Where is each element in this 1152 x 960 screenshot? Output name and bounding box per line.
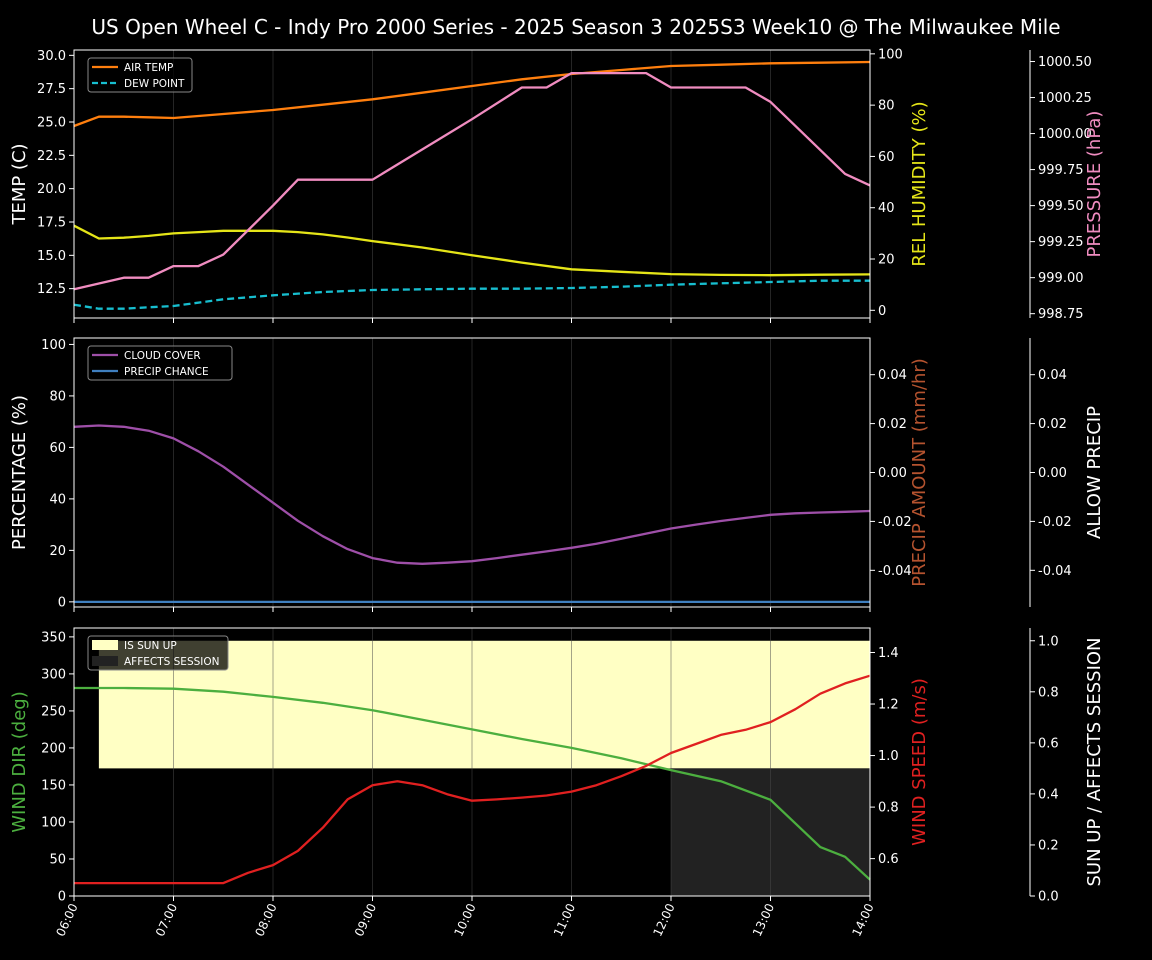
right-tick-label: 80 (878, 99, 895, 114)
left-tick-label: 150 (41, 778, 66, 793)
outer-tick-label: 0.2 (1038, 838, 1059, 853)
left-tick-label: 0 (58, 890, 66, 905)
outer-tick-label: 0.02 (1038, 417, 1067, 432)
left-tick-label: 200 (41, 741, 66, 756)
outer-tick-label: 0.8 (1038, 685, 1059, 700)
series-rel-humidity (73, 224, 871, 277)
right-tick-label: 0.00 (878, 466, 907, 481)
outer-axis-label: SUN UP / AFFECTS SESSION (1084, 637, 1105, 886)
outer-tick-label: 998.75 (1038, 307, 1084, 322)
right-axis-label: PRECIP AMOUNT (mm/hr) (909, 358, 930, 587)
legend-swatch (92, 640, 118, 650)
left-tick-label: 15.0 (37, 249, 66, 264)
left-tick-label: 20.0 (37, 182, 66, 197)
outer-tick-label: 999.25 (1038, 235, 1084, 250)
series-cloud-cover (73, 424, 871, 565)
legend-label: DEW POINT (124, 78, 185, 90)
left-tick-label: 20 (49, 544, 66, 559)
right-tick-label: 60 (878, 150, 895, 165)
right-tick-label: 0.6 (878, 852, 899, 867)
outer-tick-label: 1000.00 (1038, 127, 1092, 142)
left-tick-label: 12.5 (37, 282, 66, 297)
left-tick-label: 300 (41, 667, 66, 682)
legend-label: PRECIP CHANCE (124, 366, 209, 378)
right-axis-label: REL HUMIDITY (%) (909, 101, 930, 266)
outer-tick-label: 1000.25 (1038, 91, 1092, 106)
outer-tick-label: 999.75 (1038, 163, 1084, 178)
right-tick-label: 0.8 (878, 801, 899, 816)
legend: CLOUD COVER PRECIP CHANCE (87, 345, 233, 381)
outer-tick-label: 999.50 (1038, 199, 1084, 214)
right-tick-label: 1.0 (878, 749, 899, 764)
right-tick-label: 0.04 (878, 368, 907, 383)
outer-tick-label: 999.00 (1038, 271, 1084, 286)
right-tick-label: -0.04 (878, 564, 912, 579)
left-tick-label: 250 (41, 704, 66, 719)
outer-tick-label: 0.00 (1038, 466, 1067, 481)
legend-label: AIR TEMP (124, 62, 173, 74)
left-tick-label: 17.5 (37, 216, 66, 231)
outer-tick-label: -0.02 (1038, 515, 1072, 530)
chart-title: US Open Wheel C - Indy Pro 2000 Series -… (91, 15, 1060, 39)
legend-box (87, 635, 229, 671)
left-tick-label: 40 (49, 492, 66, 507)
outer-tick-label: 1000.50 (1038, 55, 1092, 70)
right-axis-label: WIND SPEED (m/s) (909, 678, 930, 846)
panel-2: 0 20 40 60 80 100 -0.04 -0.02 0.00 0.02 0.04 -0.04 -… (9, 337, 1105, 612)
left-tick-label: 0 (58, 595, 66, 610)
left-tick-label: 30.0 (37, 49, 66, 64)
legend: IS SUN UP AFFECTS SESSION (87, 635, 229, 671)
left-axis-label: TEMP (C) (9, 143, 30, 225)
outer-tick-label: 0.0 (1038, 890, 1059, 905)
legend-label: IS SUN UP (124, 640, 177, 652)
left-tick-label: 60 (49, 441, 66, 456)
left-tick-label: 100 (41, 815, 66, 830)
left-tick-label: 350 (41, 630, 66, 645)
outer-tick-label: 0.4 (1038, 787, 1059, 802)
right-tick-label: 100 (878, 47, 903, 62)
outer-axis-label: ALLOW PRECIP (1084, 406, 1105, 539)
left-axis-label: WIND DIR (deg) (9, 691, 30, 833)
outer-tick-label: -0.04 (1038, 564, 1072, 579)
right-tick-label: 0.02 (878, 417, 907, 432)
legend: AIR TEMP DEW POINT (87, 57, 193, 93)
right-tick-label: 1.4 (878, 646, 899, 661)
right-tick-label: -0.02 (878, 515, 912, 530)
series-pressure (73, 71, 871, 291)
left-tick-label: 80 (49, 389, 66, 404)
left-axis-label: PERCENTAGE (%) (9, 395, 30, 550)
legend-box (87, 345, 233, 381)
outer-axis-label: PRESSURE (hPa) (1084, 111, 1105, 258)
right-tick-label: 1.2 (878, 698, 899, 713)
left-tick-label: 50 (49, 852, 66, 867)
outer-tick-label: 0.04 (1038, 368, 1067, 383)
outer-tick-label: 0.6 (1038, 736, 1059, 751)
legend-swatch (92, 656, 118, 666)
series-wind-speed (74, 674, 871, 885)
series-wind-dir (74, 686, 871, 881)
left-tick-label: 22.5 (37, 149, 66, 164)
left-tick-label: 27.5 (37, 82, 66, 97)
outer-tick-label: 1.0 (1038, 634, 1059, 649)
right-tick-label: 20 (878, 253, 895, 268)
legend-label: CLOUD COVER (124, 350, 201, 362)
right-tick-label: 0 (878, 304, 886, 319)
right-tick-label: 40 (878, 201, 895, 216)
series-air-temp (73, 60, 871, 128)
legend-label: AFFECTS SESSION (124, 656, 220, 668)
panel-1: 12.5 15.0 17.5 20.0 22.5 25.0 27.5 30.0 0 20 40 60 8… (9, 47, 1105, 323)
left-tick-label: 100 (41, 338, 66, 353)
left-tick-label: 25.0 (37, 116, 66, 131)
